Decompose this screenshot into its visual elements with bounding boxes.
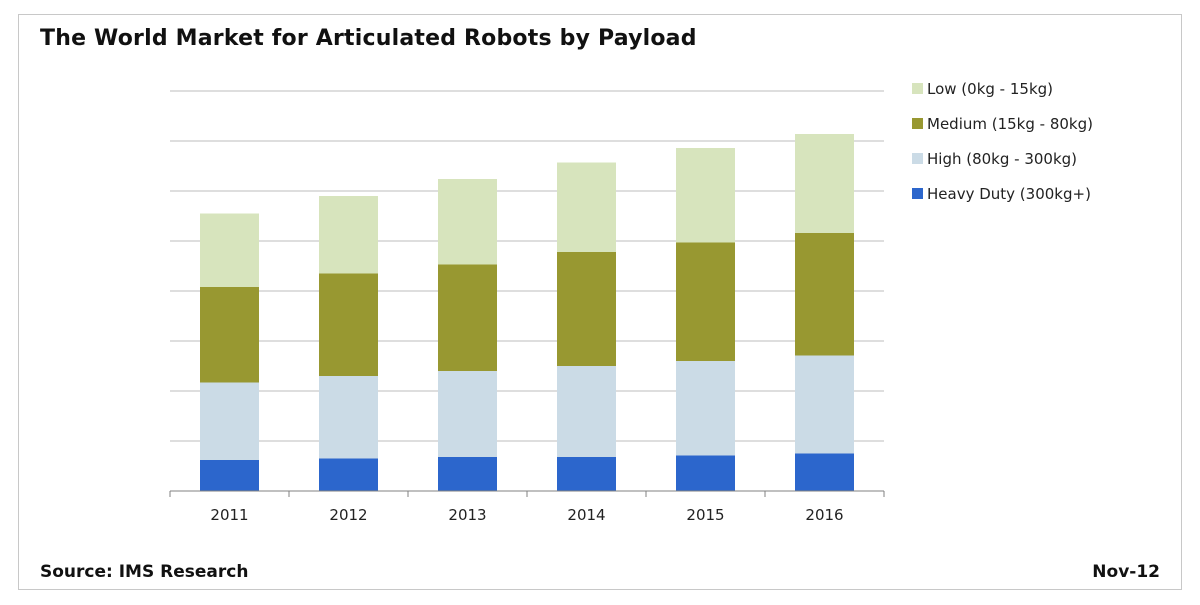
bar-medium-2015 — [676, 242, 735, 361]
x-tick-label: 2013 — [448, 506, 486, 524]
legend-label-low: Low (0kg - 15kg) — [927, 80, 1053, 98]
legend-swatch-high — [912, 153, 923, 164]
bar-medium-2011 — [200, 287, 259, 383]
bar-high-2011 — [200, 382, 259, 460]
bar-high-2012 — [319, 376, 378, 459]
x-axis: 2011 2012 2013 2014 2015 2016 — [169, 490, 885, 524]
date-note: Nov-12 — [1092, 562, 1160, 582]
source-note: Source: IMS Research — [40, 562, 249, 582]
bar-high-2013 — [438, 371, 497, 457]
bar-low-2013 — [438, 179, 497, 265]
bar-medium-2014 — [557, 252, 616, 366]
chart-frame — [18, 14, 1182, 590]
bar-heavy-2013 — [438, 457, 497, 491]
bar-heavy-2016 — [795, 453, 854, 491]
bar-low-2016 — [795, 134, 854, 233]
bar-high-2016 — [795, 355, 854, 454]
legend-label-high: High (80kg - 300kg) — [927, 150, 1077, 168]
bar-medium-2012 — [319, 273, 378, 376]
legend-label-heavy: Heavy Duty (300kg+) — [927, 185, 1091, 203]
legend-swatch-low — [912, 83, 923, 94]
x-tick-label: 2016 — [805, 506, 843, 524]
x-tick-label: 2012 — [329, 506, 367, 524]
bars — [200, 134, 854, 491]
bar-heavy-2014 — [557, 457, 616, 491]
bar-heavy-2011 — [200, 460, 259, 491]
legend: Low (0kg - 15kg) Medium (15kg - 80kg) High… — [912, 80, 1093, 203]
bar-heavy-2015 — [676, 455, 735, 491]
bar-low-2012 — [319, 196, 378, 274]
legend-swatch-medium — [912, 118, 923, 129]
bar-high-2015 — [676, 361, 735, 456]
bar-medium-2016 — [795, 233, 854, 356]
bar-low-2011 — [200, 213, 259, 287]
x-tick-label: 2015 — [686, 506, 724, 524]
legend-label-medium: Medium (15kg - 80kg) — [927, 115, 1093, 133]
bar-medium-2013 — [438, 264, 497, 371]
x-tick-label: 2014 — [567, 506, 605, 524]
bar-high-2014 — [557, 366, 616, 457]
bar-heavy-2012 — [319, 458, 378, 491]
gridlines — [170, 90, 884, 442]
x-tick-label: 2011 — [210, 506, 248, 524]
chart-title: The World Market for Articulated Robots … — [40, 26, 697, 51]
legend-swatch-heavy — [912, 188, 923, 199]
bar-low-2015 — [676, 148, 735, 243]
bar-low-2014 — [557, 162, 616, 252]
